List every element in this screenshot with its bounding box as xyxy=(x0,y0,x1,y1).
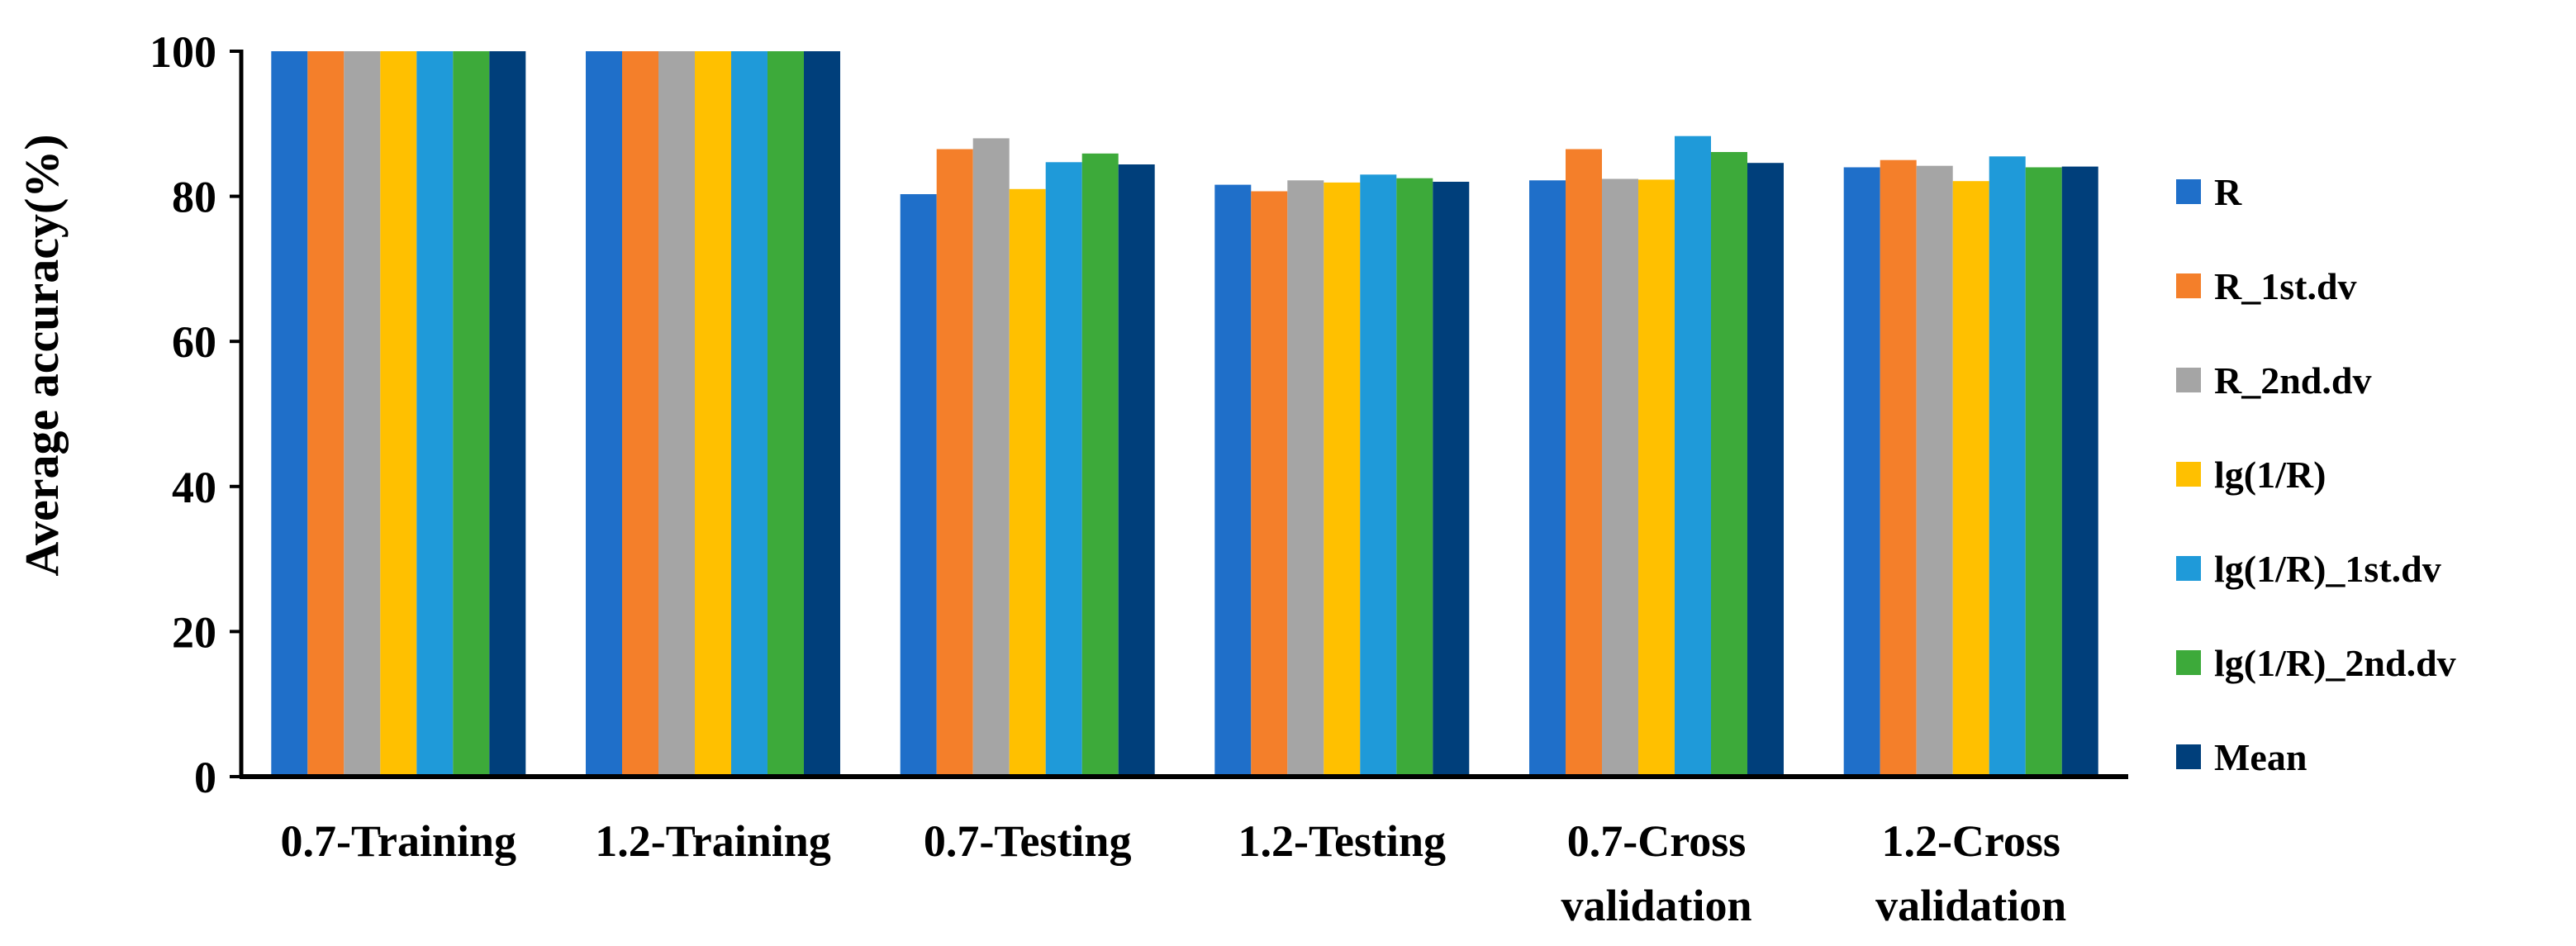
legend-swatch-r xyxy=(2176,179,2201,204)
bar-lg-1-r-2nd-dv-5 xyxy=(2025,167,2062,777)
category-label-3: 1.2-Testing xyxy=(1238,816,1447,866)
y-tick-label-60: 60 xyxy=(172,317,216,367)
legend-label-lg-1-r-1st-dv: lg(1/R)_1st.dv xyxy=(2214,548,2441,590)
bar-r-1st-dv-2 xyxy=(936,149,973,777)
bar-lg-1-r-1st-dv-4 xyxy=(1675,135,1711,777)
bar-lg-1-r--4 xyxy=(1638,179,1675,777)
y-tick-label-100: 100 xyxy=(150,27,216,77)
bar-r-1 xyxy=(586,51,622,777)
bar-lg-1-r-2nd-dv-2 xyxy=(1081,153,1119,777)
category-label-4-line-1: validation xyxy=(1561,881,1751,930)
y-ticks-layer: 0 20 40 60 80 100 xyxy=(150,27,241,802)
category-label-1: 1.2-Training xyxy=(595,816,831,866)
category-label-5-line-0: 1.2-Cross xyxy=(1881,816,2060,866)
legend: R R_1st.dv R_2nd.dv lg(1/R) lg(1/R)_1st.dvlg… xyxy=(2176,171,2456,778)
bar-r-2nd-dv-0 xyxy=(344,51,381,777)
bar-r-2nd-dv-3 xyxy=(1287,180,1324,777)
bar-r-2nd-dv-5 xyxy=(1916,165,1953,777)
legend-swatch-r-2nd-dv xyxy=(2176,368,2201,392)
legend-swatch-r-1st-dv xyxy=(2176,273,2201,298)
bar-r-3 xyxy=(1214,184,1252,777)
bar-mean-3 xyxy=(1433,182,1470,777)
legend-swatch-lg-1-r- xyxy=(2176,462,2201,487)
y-tick-label-20: 20 xyxy=(172,607,216,657)
category-label-4-line-0: 0.7-Cross xyxy=(1567,816,1747,866)
bar-lg-1-r-1st-dv-2 xyxy=(1045,162,1082,777)
bar-lg-1-r-2nd-dv-4 xyxy=(1711,152,1747,777)
bar-lg-1-r--3 xyxy=(1324,182,1361,777)
bar-r-1st-dv-4 xyxy=(1566,149,1602,777)
bar-r-0 xyxy=(271,51,308,777)
bar-lg-1-r-2nd-dv-3 xyxy=(1396,178,1433,777)
bar-lg-1-r-1st-dv-1 xyxy=(731,51,768,777)
bar-lg-1-r--2 xyxy=(1009,188,1046,777)
bar-r-1st-dv-1 xyxy=(622,51,658,777)
bar-mean-2 xyxy=(1118,164,1155,777)
bar-r-1st-dv-0 xyxy=(307,51,345,777)
bar-r-4 xyxy=(1529,180,1566,777)
bar-mean-1 xyxy=(804,51,840,777)
y-tick-label-0: 0 xyxy=(194,753,216,802)
bar-lg-1-r-1st-dv-3 xyxy=(1360,174,1397,777)
legend-label-lg-1-r-: lg(1/R) xyxy=(2214,454,2326,496)
legend-swatch-lg-1-r-2nd-dv xyxy=(2176,650,2201,675)
bar-lg-1-r-1st-dv-0 xyxy=(416,51,454,777)
legend-swatch-mean xyxy=(2176,744,2201,769)
bar-mean-5 xyxy=(2061,166,2098,777)
bar-r-2nd-dv-1 xyxy=(658,51,695,777)
legend-label-r-2nd-dv: R_2nd.dv xyxy=(2214,359,2371,402)
bar-lg-1-r--1 xyxy=(695,51,731,777)
category-label-2: 0.7-Testing xyxy=(924,816,1132,866)
bar-lg-1-r--5 xyxy=(1952,181,1989,777)
y-tick-label-40: 40 xyxy=(172,463,216,512)
bar-mean-0 xyxy=(489,51,526,777)
bar-lg-1-r-1st-dv-5 xyxy=(1989,156,2026,777)
legend-label-r: R xyxy=(2214,171,2242,213)
bar-r-2 xyxy=(900,194,937,777)
legend-label-r-1st-dv: R_1st.dv xyxy=(2214,265,2357,307)
category-label-0: 0.7-Training xyxy=(281,816,517,866)
bar-lg-1-r--0 xyxy=(380,51,417,777)
y-axis-title: Average accuracy(%) xyxy=(15,134,69,576)
bar-r-2nd-dv-2 xyxy=(972,138,1010,777)
bar-lg-1-r-2nd-dv-1 xyxy=(768,51,804,777)
bar-r-1st-dv-5 xyxy=(1880,159,1917,777)
legend-swatch-lg-1-r-1st-dv xyxy=(2176,556,2201,581)
bar-r-5 xyxy=(1843,167,1880,777)
category-label-5-line-1: validation xyxy=(1875,881,2066,930)
bar-r-1st-dv-3 xyxy=(1251,191,1288,777)
legend-label-lg-1-r-2nd-dv: lg(1/R)_2nd.dv xyxy=(2214,642,2456,684)
axes-layer xyxy=(239,50,2128,779)
y-tick-label-80: 80 xyxy=(172,173,216,222)
category-labels-layer: 0.7-Training 1.2-Training 0.7-Testing 1.2-T… xyxy=(281,816,2067,930)
bar-lg-1-r-2nd-dv-0 xyxy=(453,51,490,777)
bars-layer xyxy=(271,51,2098,777)
bar-r-2nd-dv-4 xyxy=(1602,178,1638,777)
bar-mean-4 xyxy=(1747,163,1784,777)
legend-label-mean: Mean xyxy=(2214,736,2307,778)
